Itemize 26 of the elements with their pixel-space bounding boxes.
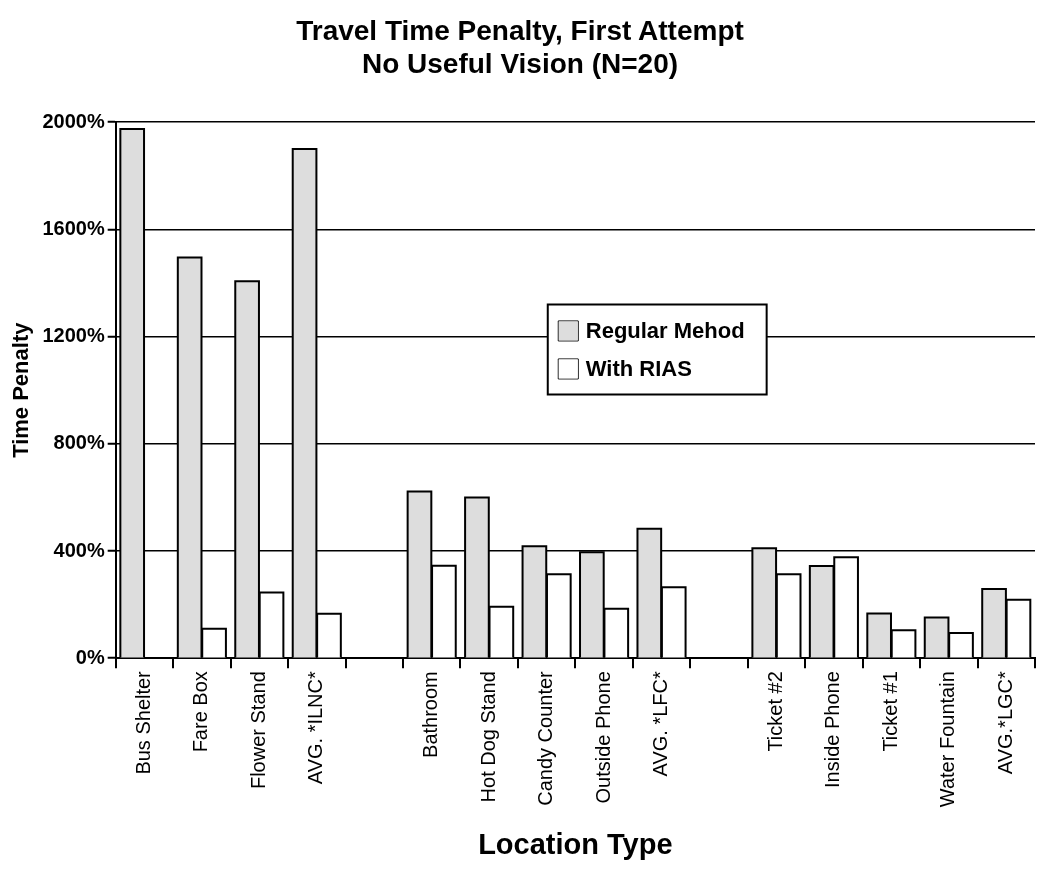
x-tick-label: AVG. *LFC* [649,671,672,777]
x-tick-label: Bathroom [419,671,442,758]
x-tick-label: Water Fountain [936,671,959,808]
x-tick-label: AVG. *ILNC* [304,671,327,785]
y-axis-title: Time Penalty [8,321,34,458]
y-tick-label: 1600% [42,216,105,239]
x-tick-label: Fare Box [189,671,212,753]
y-tick-label: 400% [53,538,105,561]
x-tick-label: AVG.*LGC* [993,671,1016,775]
x-axis-title: Location Type [478,827,673,860]
text: No Useful Vision (N=20) [361,48,679,80]
text: Travel Time Penalty, First Attempt [296,14,744,46]
legend-label: Regular Mehod [585,317,745,343]
y-tick-label: 0% [75,645,105,668]
x-tick-label: Outside Phone [591,671,614,804]
x-tick-label: Hot Dog Stand [476,671,499,803]
y-tick-label: 1200% [42,324,105,347]
x-tick-label: Bus Shelter [131,670,154,775]
x-tick-label: Ticket #2 [763,671,786,752]
x-tick-label: Flower Stand [246,671,269,790]
y-tick-label: 2000% [42,109,105,132]
x-tick-label: Ticket #1 [878,671,901,752]
x-tick-label: Inside Phone [821,671,844,788]
legend-label: With RIAS [585,355,692,381]
y-tick-label: 800% [53,431,105,454]
x-tick-label: Candy Counter [534,670,557,806]
